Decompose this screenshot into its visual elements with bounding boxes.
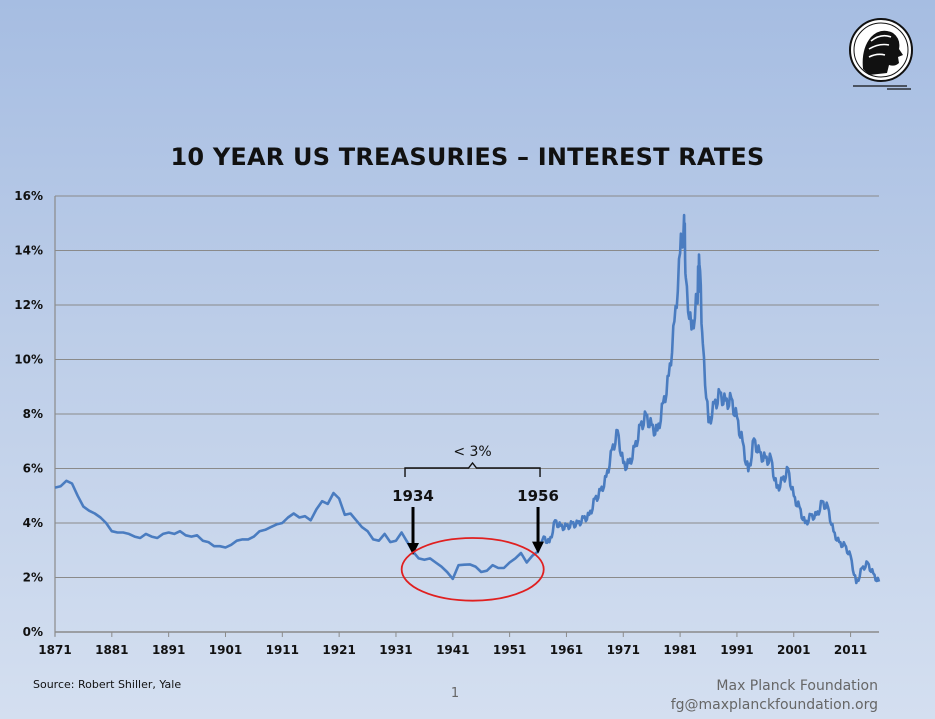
x-tick-label: 1971: [607, 643, 640, 657]
y-tick-label: 12%: [14, 298, 43, 312]
y-tick-label: 6%: [23, 462, 43, 476]
x-tick-label: 1881: [95, 643, 128, 657]
annotations: 1934 1956 < 3%: [392, 444, 559, 602]
x-tick-label: 1961: [550, 643, 583, 657]
x-tick-label: 1871: [38, 643, 71, 657]
x-tick-label: 1931: [379, 643, 412, 657]
arrow-head-1956: [532, 541, 545, 554]
y-tick-label: 8%: [23, 407, 43, 421]
x-tick-label: 1991: [720, 643, 753, 657]
bracket: [404, 461, 541, 477]
x-tick-label: 2001: [777, 643, 810, 657]
x-tick-label: 1921: [322, 643, 355, 657]
x-axis: 1871 1881 1891 1901 1911 1921 1931 1941 1951 1961…: [38, 632, 867, 657]
y-tick-label: 14%: [14, 244, 43, 258]
grid-lines: [55, 195, 879, 633]
y-tick-label: 16%: [14, 189, 43, 203]
y-tick-label: 10%: [14, 353, 43, 367]
y-tick-label: 0%: [23, 625, 43, 639]
x-tick-label: 2011: [834, 643, 867, 657]
x-tick-label: 1941: [436, 643, 469, 657]
arrow-label-1956: 1956: [517, 487, 559, 505]
arrow-label-1934: 1934: [392, 487, 434, 505]
y-axis: 0% 2% 4% 6% 8% 10% 12% 14% 16%: [14, 189, 56, 639]
bracket-label: < 3%: [453, 444, 491, 460]
x-tick-label: 1891: [152, 643, 185, 657]
highlight-ellipse: [400, 537, 545, 602]
y-tick-label: 2%: [23, 571, 43, 585]
source-note: Source: Robert Shiller, Yale: [33, 678, 182, 691]
y-tick-label: 4%: [23, 516, 43, 530]
organization-email: fg@maxplanckfoundation.org: [670, 697, 878, 713]
arrow-head-1934: [407, 542, 420, 555]
organization-name: Max Planck Foundation: [716, 678, 878, 694]
x-tick-label: 1901: [209, 643, 242, 657]
x-tick-label: 1951: [493, 643, 526, 657]
x-tick-label: 1911: [266, 643, 299, 657]
x-tick-label: 1981: [663, 643, 696, 657]
page-number: 1: [450, 686, 460, 701]
series-line-interest-rate: [54, 213, 881, 585]
minerva-head-icon: [849, 18, 913, 90]
chart-title: 10 YEAR US TREASURIES – INTEREST RATES: [170, 143, 765, 171]
